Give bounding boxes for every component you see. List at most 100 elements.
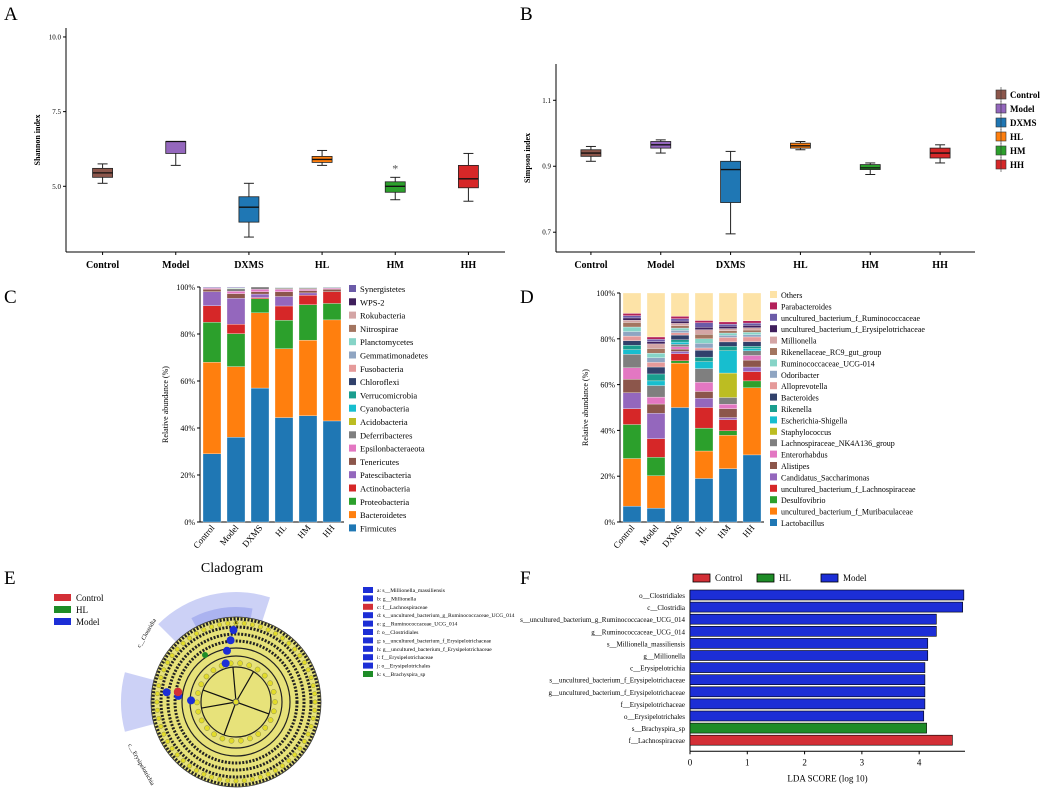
bar-segment-Ruminococcaceae_UCG-014 bbox=[694, 338, 714, 344]
bar-segment-Patescibacteria bbox=[250, 293, 270, 298]
y-tick-label: 60% bbox=[180, 377, 195, 386]
leaf-node bbox=[258, 624, 263, 630]
bar-segment-Ruminococcaceae_UCG-014 bbox=[742, 332, 762, 335]
box-HM bbox=[384, 181, 406, 193]
y-axis-label: Shannon index bbox=[33, 115, 42, 166]
bar-segment-Rikenella bbox=[694, 356, 714, 362]
bar-segment-Bacteroidetes bbox=[274, 348, 294, 418]
leaf-node bbox=[225, 621, 231, 626]
x-tick-label: HM bbox=[296, 523, 313, 541]
y-tick-label: 80% bbox=[180, 330, 195, 339]
bar-segment-Millionella bbox=[622, 320, 642, 323]
node bbox=[219, 735, 226, 742]
node bbox=[211, 731, 217, 738]
bar-segment-Lactobacillus bbox=[718, 468, 738, 523]
bar-segment-Others bbox=[670, 292, 690, 317]
key-label: g: s__uncultured_bacterium_f_Erysipelotr… bbox=[377, 637, 492, 644]
x-tick-label: HM bbox=[862, 260, 880, 271]
y-tick-label: 0.9 bbox=[542, 163, 551, 171]
leaf-node bbox=[217, 776, 222, 782]
bar-segment-Enterorhabdus bbox=[742, 355, 762, 361]
leaf-node bbox=[161, 667, 167, 673]
node-letter: k bbox=[235, 620, 238, 626]
box-DXMS bbox=[238, 196, 260, 223]
node bbox=[237, 660, 243, 666]
bar-segment-Lachnospiraceae_NK4A136_group bbox=[646, 385, 666, 398]
legend-label: Gemmatimonadetes bbox=[360, 351, 428, 361]
leaf-node bbox=[161, 731, 167, 737]
legend-label: uncultured_bacterium_f_Muribaculaceae bbox=[781, 508, 913, 517]
leaf-node bbox=[165, 660, 170, 665]
bar-segment-Tenericutes bbox=[226, 293, 246, 299]
leaf-node bbox=[292, 646, 298, 652]
legend-swatch bbox=[770, 359, 777, 367]
bar-segment-Rikenella bbox=[742, 346, 762, 349]
lda-bar-label: c__Erysipelotrichia bbox=[630, 665, 686, 673]
lda-bar-label: s__uncultured_bacterium_f_Erysipelotrich… bbox=[549, 677, 685, 685]
x-tick-label: HL bbox=[693, 523, 708, 539]
legend: Others Parabacteroides uncultured_bacteriu… bbox=[770, 291, 925, 528]
legend-swatch bbox=[770, 484, 777, 492]
key-swatch bbox=[363, 595, 373, 602]
leaf-node bbox=[241, 621, 247, 626]
legend-label: Millionella bbox=[781, 337, 817, 346]
bar-segment-Millionella bbox=[718, 328, 738, 331]
key-label: e: g__Ruminococcaceae_UCG_014 bbox=[377, 622, 458, 628]
legend-swatch bbox=[349, 378, 356, 386]
node bbox=[267, 717, 274, 723]
key-swatch bbox=[363, 620, 373, 627]
x-tick-label: HM bbox=[716, 523, 733, 541]
lda-bar bbox=[689, 662, 926, 673]
leaf-node bbox=[187, 635, 192, 641]
node bbox=[194, 699, 200, 706]
leaf-node bbox=[154, 699, 160, 705]
legend-swatch bbox=[770, 336, 777, 344]
bar-segment-Firmicutes bbox=[202, 453, 222, 523]
legend-label: WPS-2 bbox=[360, 297, 385, 307]
bar-segment-Odoribacter bbox=[694, 343, 714, 349]
branch bbox=[202, 689, 237, 703]
bar-segment-Parabacteroides bbox=[694, 320, 714, 323]
y-axis-label: Simpson index bbox=[523, 133, 532, 183]
bar-segment-Actinobacteria bbox=[250, 297, 270, 299]
y-axis-label: Relative abundance (%) bbox=[581, 369, 590, 446]
leaf-node bbox=[286, 640, 292, 646]
bar-segment-Enterorhabdus bbox=[646, 396, 666, 405]
leaf-node bbox=[209, 774, 214, 780]
leaf-node bbox=[286, 758, 292, 764]
y-tick-label: 0% bbox=[184, 518, 195, 527]
bar-segment-Bacteroides bbox=[670, 334, 690, 340]
node bbox=[271, 708, 277, 715]
bar-segment-Parabacteroides bbox=[742, 320, 762, 324]
bar-segment-Patescibacteria bbox=[274, 296, 294, 307]
bar-segment-Alloprevotella bbox=[622, 335, 642, 341]
leaf-node bbox=[280, 635, 285, 641]
x-tick-label: DXMS bbox=[716, 260, 746, 271]
legend-label: DXMS bbox=[1010, 118, 1037, 128]
bar-segment-uncultured_bacterium_f_Erysipelotrichaceae bbox=[646, 341, 666, 345]
legend-label: Model bbox=[76, 617, 100, 627]
taxon-ring bbox=[173, 639, 299, 765]
y-tick-label: 40% bbox=[180, 424, 195, 433]
legend-label: Fusobacteria bbox=[360, 364, 404, 374]
legend-swatch bbox=[349, 298, 356, 306]
branch bbox=[223, 701, 237, 736]
branch bbox=[232, 667, 237, 703]
bar-segment-Alistipes bbox=[622, 379, 642, 393]
bar-segment-Desulfovibrio bbox=[718, 430, 738, 436]
bar-segment-Lachnospiraceae_NK4A136_group bbox=[694, 368, 714, 383]
legend-label: Odoribacter bbox=[781, 371, 820, 380]
legend-swatch bbox=[770, 382, 777, 390]
bar-segment-Millionella bbox=[742, 327, 762, 331]
box-HM bbox=[859, 164, 881, 170]
branch bbox=[235, 671, 255, 703]
bar-segment-uncultured_bacterium_f_Ruminococcaceae bbox=[622, 315, 642, 319]
bar-segment-uncultured_bacterium_f_Lachnospiraceae bbox=[694, 407, 714, 429]
leaf-node bbox=[194, 631, 199, 636]
x-tick-label: 1 bbox=[745, 757, 750, 767]
bar-segment-Enterorhabdus bbox=[670, 346, 690, 350]
y-tick-label: 100% bbox=[596, 289, 615, 298]
legend-swatch bbox=[349, 338, 356, 346]
leaf-node bbox=[302, 660, 307, 665]
